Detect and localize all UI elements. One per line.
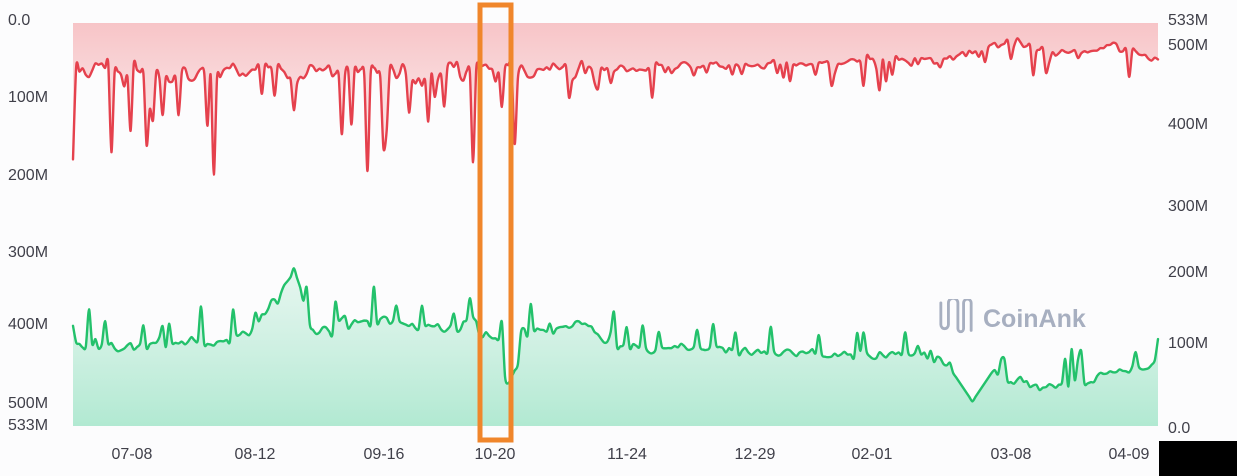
svg-text:500M: 500M xyxy=(8,395,48,412)
svg-text:300M: 300M xyxy=(8,244,48,261)
svg-text:100M: 100M xyxy=(8,89,48,106)
svg-text:04-09: 04-09 xyxy=(1109,446,1150,463)
svg-text:09-16: 09-16 xyxy=(364,446,405,463)
svg-text:400M: 400M xyxy=(1168,116,1208,133)
svg-text:07-08: 07-08 xyxy=(112,446,153,463)
svg-text:10-20: 10-20 xyxy=(475,446,516,463)
svg-text:03-08: 03-08 xyxy=(991,446,1032,463)
svg-text:11-24: 11-24 xyxy=(607,446,647,463)
svg-text:400M: 400M xyxy=(8,316,48,333)
svg-text:200M: 200M xyxy=(1168,264,1208,281)
svg-text:200M: 200M xyxy=(8,167,48,184)
svg-text:500M: 500M xyxy=(1168,37,1208,54)
svg-text:0.0: 0.0 xyxy=(8,12,30,29)
svg-text:100M: 100M xyxy=(1168,335,1208,352)
svg-text:12-29: 12-29 xyxy=(735,446,776,463)
svg-text:02-01: 02-01 xyxy=(852,446,893,463)
svg-text:300M: 300M xyxy=(1168,198,1208,215)
svg-text:533M: 533M xyxy=(1168,12,1208,29)
svg-text:533M: 533M xyxy=(8,417,48,434)
svg-text:0.0: 0.0 xyxy=(1168,420,1190,437)
svg-text:08-12: 08-12 xyxy=(235,446,276,463)
